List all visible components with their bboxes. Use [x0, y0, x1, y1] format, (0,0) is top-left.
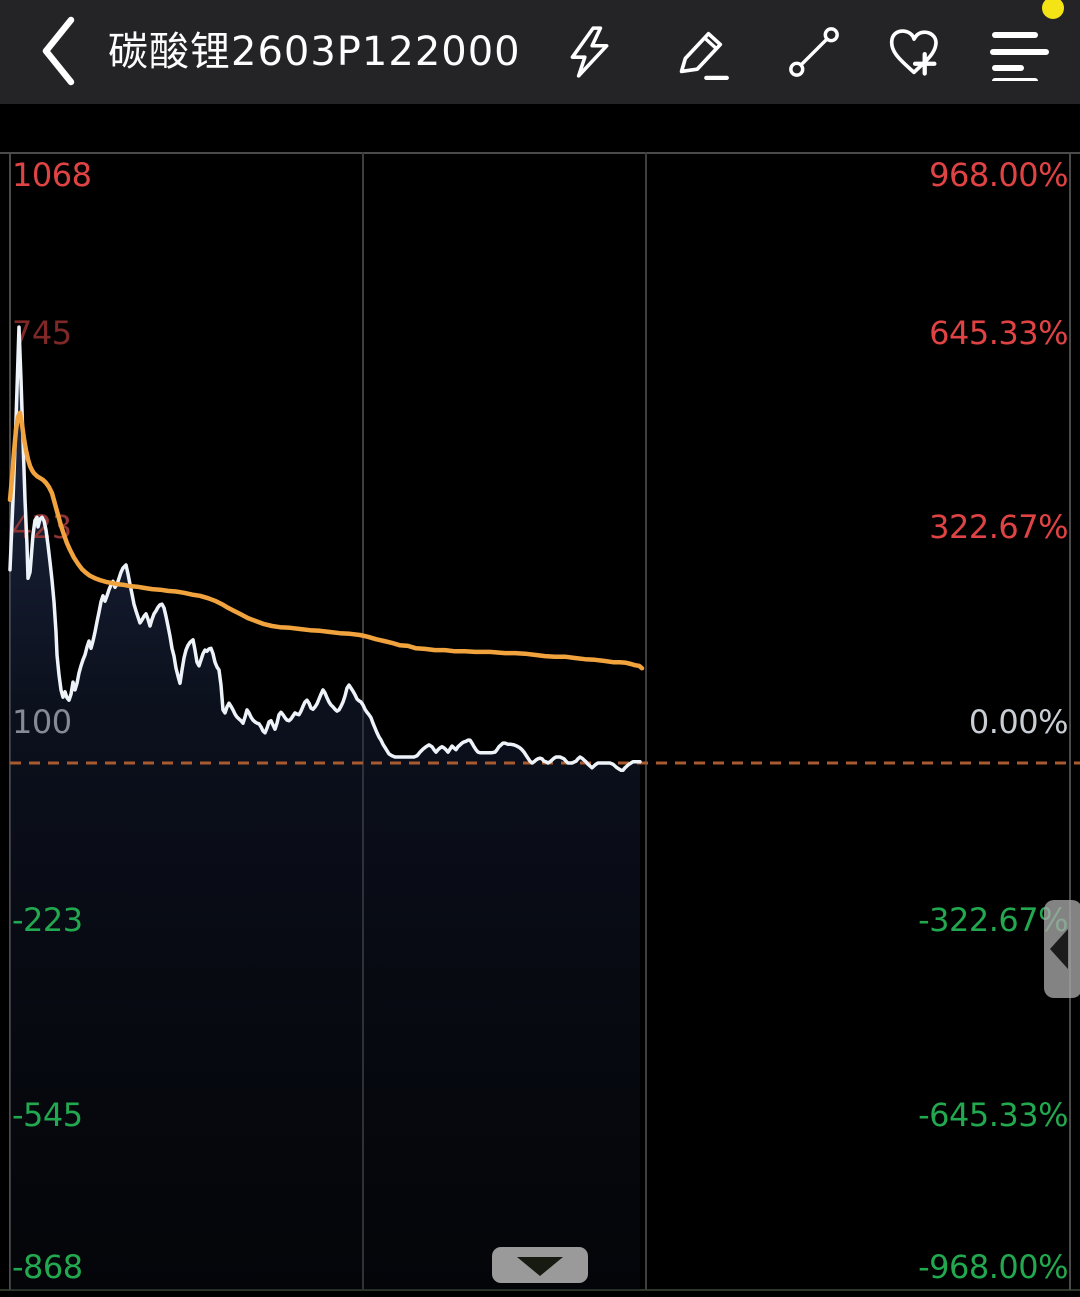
axis-label-right-6: -645.33%	[918, 1096, 1068, 1134]
add-favorite-button[interactable]	[885, 12, 943, 92]
trendline-icon	[786, 24, 842, 80]
pencil-icon	[674, 24, 730, 80]
price-area-fill	[10, 327, 640, 1291]
axis-label-left-2: 745	[12, 314, 72, 352]
axis-label-left-5: -223	[12, 901, 83, 939]
axis-label-left-4: 100	[12, 703, 72, 741]
heart-plus-icon	[884, 24, 944, 80]
axis-label-right-4: 0.00%	[968, 703, 1069, 741]
axis-label-left-6: -545	[12, 1096, 83, 1134]
axis-label-right-1: 968.00%	[929, 156, 1068, 194]
notification-dot	[1042, 0, 1064, 19]
flash-quick-trade-button[interactable]	[560, 12, 618, 92]
collapse-chart-button[interactable]	[492, 1247, 588, 1283]
axis-label-left-7: -868	[12, 1248, 83, 1286]
axis-label-right-3: 322.67%	[929, 508, 1068, 546]
menu-list-icon	[989, 23, 1049, 81]
triangle-down-icon	[517, 1256, 563, 1276]
axis-label-right-7: -968.00%	[918, 1248, 1068, 1286]
back-button[interactable]	[26, 8, 90, 96]
draw-annotation-button[interactable]	[673, 12, 731, 92]
axis-label-left-3: 423	[12, 508, 72, 546]
page-title: 碳酸锂2603P122000	[108, 29, 521, 75]
axis-label-right-2: 645.33%	[929, 314, 1068, 352]
axis-label-right-5: -322.67%	[918, 901, 1068, 939]
intraday-chart[interactable]: 1068 745 423 100 -223 -545 -868 968.00% …	[0, 152, 1080, 1297]
average-price-line	[7, 410, 645, 671]
chevron-left-icon	[1050, 929, 1068, 969]
trendline-tool-button[interactable]	[785, 12, 843, 92]
side-panel-handle[interactable]	[1044, 900, 1080, 998]
title-bar: 碳酸锂2603P122000	[0, 0, 1080, 104]
price-line	[8, 325, 642, 772]
axis-label-left-1: 1068	[12, 156, 92, 194]
lightning-icon	[562, 25, 616, 79]
back-chevron-icon	[38, 15, 78, 90]
indicator-menu-button[interactable]	[989, 12, 1049, 92]
